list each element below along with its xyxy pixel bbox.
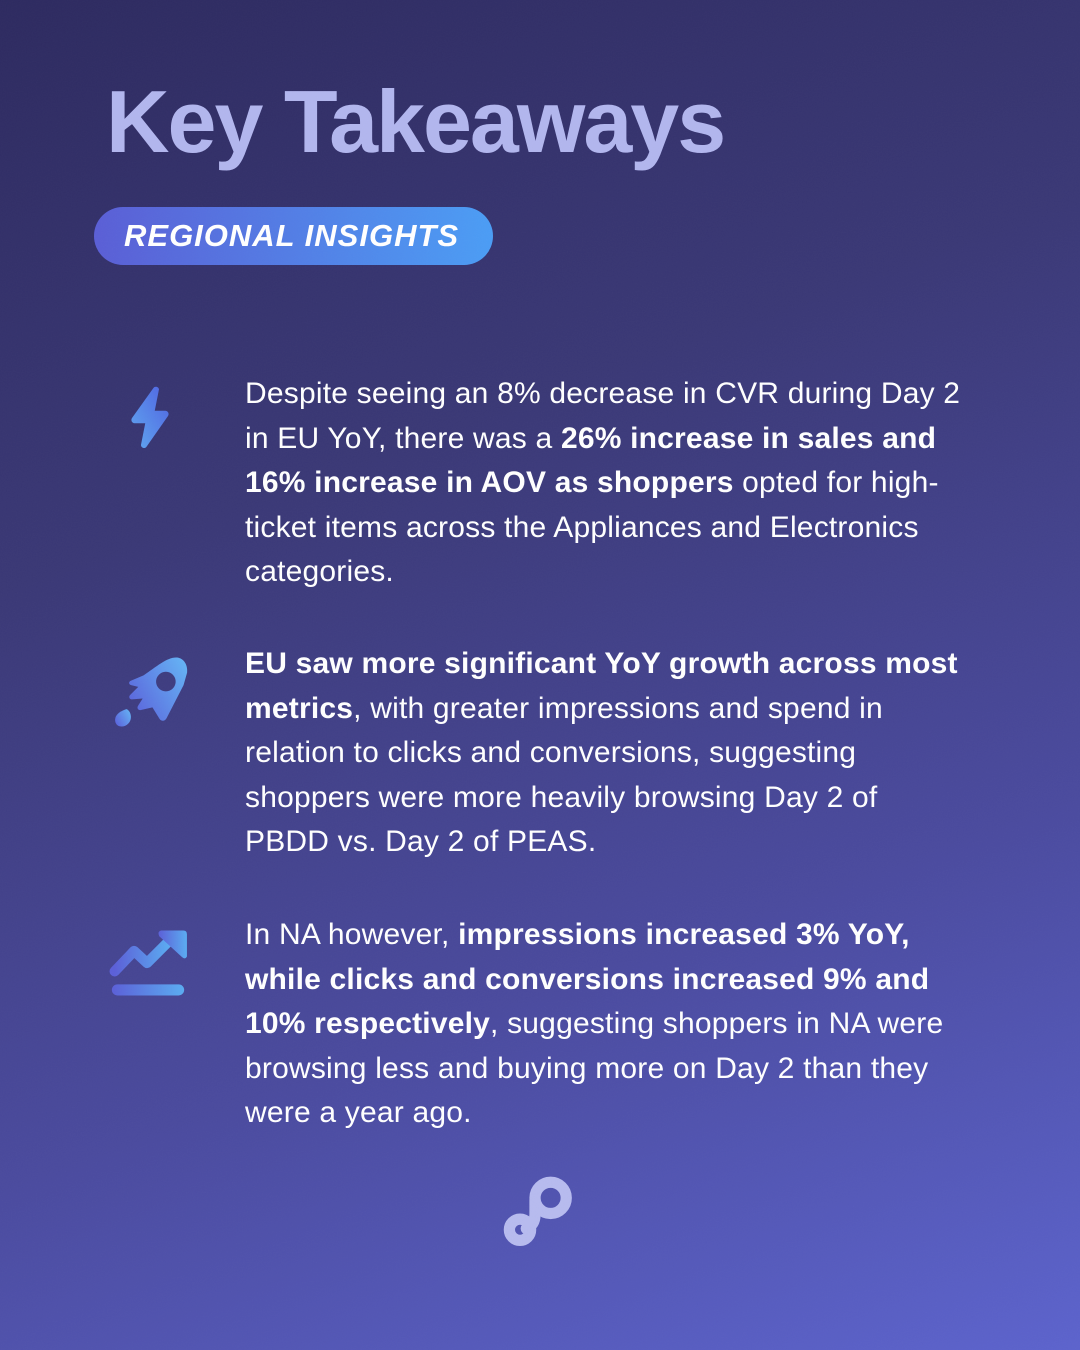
regional-insights-badge: REGIONAL INSIGHTS	[94, 207, 494, 265]
bullet-text: Despite seeing an 8% decrease in CVR dur…	[245, 377, 961, 589]
page-title: Key Takeaways	[106, 72, 726, 171]
badge-label: REGIONAL INSIGHTS	[124, 218, 460, 253]
trend-up-icon	[100, 913, 195, 1001]
bullet-cvr-sales-aov: Despite seeing an 8% decrease in CVR dur…	[100, 372, 980, 595]
rocket-icon	[100, 642, 195, 734]
bullet-text: EU saw more significant YoY growth acros…	[245, 647, 958, 859]
lightning-bolt-icon	[100, 372, 195, 461]
bullet-eu-yoy-growth: EU saw more significant YoY growth acros…	[100, 642, 980, 865]
bullet-na-impressions: In NA however, impressions increased 3% …	[100, 913, 980, 1136]
brand-logo-icon	[502, 1176, 578, 1251]
bullet-text: In NA however, impressions increased 3% …	[245, 918, 944, 1130]
